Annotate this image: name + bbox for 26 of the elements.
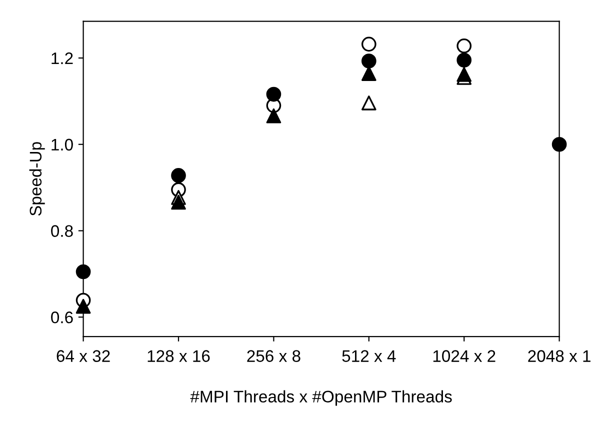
x-tick-label: 256 x 8: [247, 350, 300, 362]
point: [552, 136, 567, 152]
point: [266, 86, 282, 102]
x-tick-label: 128 x 16: [148, 350, 210, 362]
point: [361, 54, 376, 68]
y-tick-label: 1.2: [52, 52, 73, 64]
point: [456, 52, 472, 68]
point: [76, 298, 91, 314]
point: [456, 38, 472, 54]
point: [361, 95, 376, 110]
point: [456, 66, 472, 82]
x-tick-label: 512 x 4: [342, 350, 396, 362]
y-tick-label: 0.8: [51, 225, 73, 237]
point: [361, 36, 376, 52]
x-axis-title: #MPI Threads x #OpenMP Threads: [190, 390, 452, 406]
point: [76, 264, 91, 280]
y-axis-title: Speed-Up: [29, 142, 45, 216]
y-tick-label: 0.6: [51, 312, 73, 324]
y-tick-label: 1.0: [52, 138, 73, 151]
x-tick-label: 2048 x 1: [528, 350, 590, 362]
point: [361, 66, 376, 81]
x-tick-label: 64 x 32: [56, 350, 110, 362]
point: [171, 194, 186, 210]
point: [171, 168, 186, 183]
x-tick-label: 1024 x 2: [433, 350, 496, 362]
point: [266, 108, 282, 124]
